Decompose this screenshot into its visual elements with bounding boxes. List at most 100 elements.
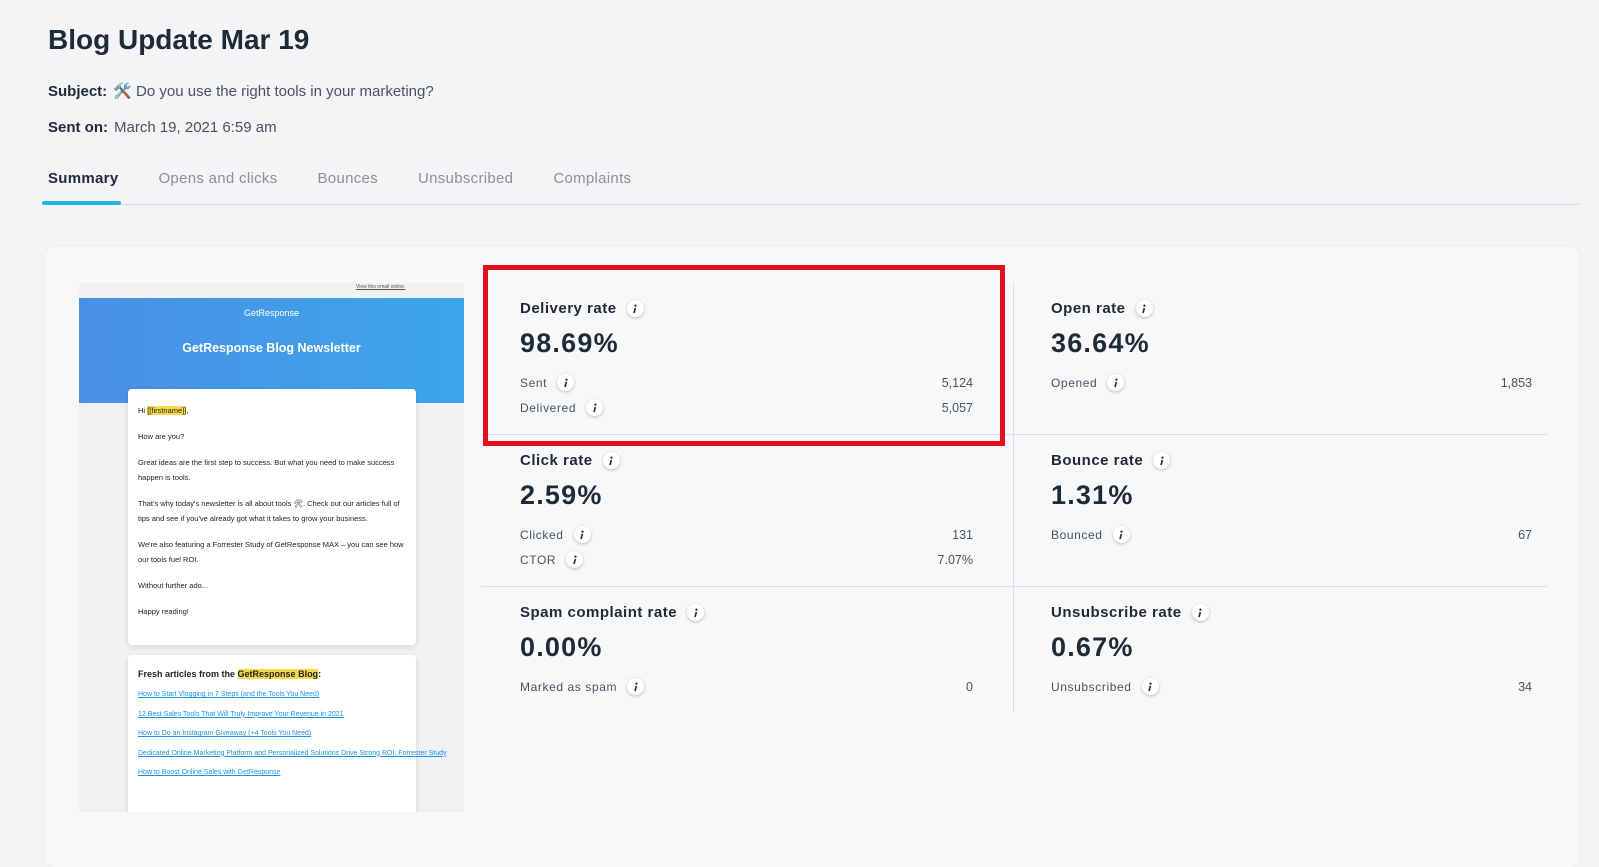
- tab[interactable]: Unsubscribed: [417, 170, 514, 187]
- sent: March 19, 2021 6:59 am: [114, 119, 277, 136]
- info-icon[interactable]: [1135, 300, 1153, 317]
- tab-divider: [42, 204, 1579, 205]
- metric-cell: Spam complaint rate 0.00% Marked as spam 0: [520, 586, 973, 736]
- row-label-text: Sent: [520, 375, 548, 390]
- row-value: 67: [1518, 528, 1532, 542]
- newsletter-title: GetResponse Blog Newsletter: [182, 341, 361, 355]
- metric-label-text: Open rate: [1051, 300, 1126, 317]
- info-icon[interactable]: [627, 678, 645, 695]
- info-glyph: [633, 682, 638, 691]
- metric-cell: Open rate 36.64% Opened 1,853: [1051, 282, 1532, 432]
- tab[interactable]: Complaints: [553, 170, 632, 187]
- article-links: How to Start Vlogging in 7 Steps (and th…: [138, 685, 447, 783]
- info-icon[interactable]: [1153, 452, 1171, 469]
- tab[interactable]: Bounces: [317, 170, 378, 187]
- metric-value: 98.69%: [520, 328, 619, 358]
- article-link[interactable]: How to Boost Online Sales with GetRespon…: [138, 769, 281, 776]
- row-label: Unsubscribed: [1051, 678, 1159, 695]
- info-icon[interactable]: [557, 374, 575, 391]
- row-label: CTOR: [520, 551, 584, 568]
- greeting-comma: ,: [186, 406, 189, 415]
- row-value: 5,057: [941, 401, 973, 415]
- row-label-text: Unsubscribed: [1051, 679, 1132, 694]
- row-label-text: Marked as spam: [520, 679, 618, 694]
- info-icon[interactable]: [626, 300, 644, 317]
- metric-label: Bounce rate: [1051, 452, 1171, 469]
- active-tab-indicator: [42, 201, 121, 205]
- metric-value: 0.00%: [520, 632, 603, 662]
- info-glyph: [1159, 456, 1164, 465]
- info-glyph: [1114, 378, 1118, 387]
- articles-heading-blog: GetResponse Blog: [237, 669, 319, 679]
- page: Blog Update Mar 19 Subject: 🛠️ Do you use…: [42, 24, 1579, 812]
- row-value: 5,124: [941, 376, 973, 390]
- greeting-hi: Hi: [138, 406, 146, 415]
- info-icon[interactable]: [573, 526, 591, 543]
- info-icon[interactable]: [1191, 604, 1209, 621]
- metric-label: Click rate: [520, 452, 620, 469]
- metric-label: Unsubscribe rate: [1051, 604, 1209, 621]
- info-icon[interactable]: [1107, 374, 1125, 391]
- metric-label-text: Click rate: [520, 452, 593, 469]
- paragraphs: How are you? Great ideas are the first st…: [138, 429, 406, 619]
- row-value: 1,853: [1500, 376, 1532, 390]
- subject: 🛠️ Do you use the right tools in your ma…: [113, 83, 434, 100]
- firstname: [[firstname]]: [147, 406, 187, 415]
- metric-label-text: Delivery rate: [520, 300, 617, 317]
- info-glyph: [1198, 608, 1202, 617]
- row-label-text: Opened: [1051, 375, 1098, 390]
- metric-cell: Bounce rate 1.31% Bounced 67: [1051, 434, 1532, 584]
- tab[interactable]: Summary: [48, 170, 119, 187]
- tab[interactable]: Opens and clicks: [158, 170, 278, 187]
- metric-label-text: Bounce rate: [1051, 452, 1144, 469]
- paragraph: How are you?: [138, 432, 185, 441]
- tabs: Summary Opens and clicks Bounces Unsubscrib…: [48, 170, 631, 187]
- greeting: Hi [[firstname]],: [138, 403, 406, 418]
- info-icon[interactable]: [566, 551, 584, 568]
- metric-label: Spam complaint rate: [520, 604, 705, 621]
- row-label: Opened: [1051, 374, 1125, 391]
- info-glyph: [572, 555, 577, 564]
- row-value: 7.07%: [937, 553, 973, 567]
- article-link[interactable]: How to Do an Instagram Giveaway (+4 Tool…: [138, 730, 312, 737]
- articles-heading: Fresh articles from the GetResponse Blog…: [138, 669, 406, 679]
- sent-label: Sent on:: [48, 119, 108, 136]
- title: Blog Update Mar 19: [48, 24, 310, 55]
- row-value: 131: [952, 528, 973, 542]
- info-icon[interactable]: [1112, 526, 1130, 543]
- row-divider: [481, 586, 1547, 587]
- email-header: GetResponse GetResponse Blog Newsletter: [79, 298, 464, 403]
- row-label-text: CTOR: [520, 552, 557, 567]
- metric-value: 0.67%: [1051, 632, 1134, 662]
- info-icon[interactable]: [1141, 678, 1159, 695]
- info-glyph: [1119, 530, 1123, 539]
- email-body: Hi [[firstname]], How are you? Great idea…: [128, 389, 416, 645]
- info-icon[interactable]: [602, 452, 620, 469]
- articles-heading-colon: :: [318, 669, 322, 679]
- info-icon[interactable]: [586, 399, 604, 416]
- articles-heading-text: Fresh articles from the: [138, 669, 236, 679]
- metric-value: 2.59%: [520, 480, 603, 510]
- paragraph: Happy reading!: [138, 607, 189, 616]
- row-label: Bounced: [1051, 526, 1130, 543]
- metric-cell: Unsubscribe rate 0.67% Unsubscribed 34: [1051, 586, 1532, 736]
- metric-value: 36.64%: [1051, 328, 1150, 358]
- row-label: Marked as spam: [520, 678, 645, 695]
- article-link[interactable]: 12 Best Sales Tools That Will Truly Impr…: [138, 710, 344, 718]
- info-glyph: [592, 403, 597, 412]
- info-glyph: [633, 304, 637, 313]
- email-preview: View this email online. GetResponse GetR…: [79, 283, 464, 812]
- paragraph: Without further ado...: [138, 581, 209, 590]
- row-label: Sent: [520, 374, 575, 391]
- metric-cell: Delivery rate 98.69% Sent 5,124 Delivered 5,0…: [520, 282, 973, 432]
- highlight-box: [483, 265, 1005, 446]
- metric-label-text: Unsubscribe rate: [1051, 604, 1182, 621]
- row-label: Clicked: [520, 526, 591, 543]
- paragraph: We're also featuring a Forrester Study o…: [138, 540, 404, 564]
- article-link[interactable]: How to Start Vlogging in 7 Steps (and th…: [138, 691, 320, 698]
- info-icon[interactable]: [687, 604, 705, 621]
- info-glyph: [1148, 682, 1152, 691]
- metric-cell: Click rate 2.59% Clicked 131 CTOR 7.07%: [520, 434, 973, 584]
- brand: GetResponse: [243, 308, 300, 318]
- article-link[interactable]: Dedicated Online Marketing Platform and …: [138, 749, 447, 757]
